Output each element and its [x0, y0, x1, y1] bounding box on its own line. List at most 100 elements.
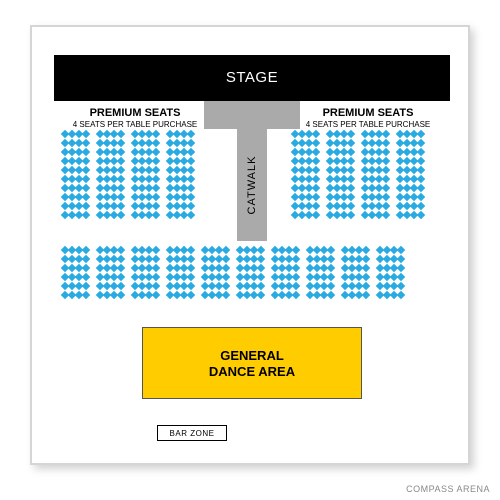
seat: [347, 184, 355, 192]
seat-group: [167, 185, 194, 191]
seat: [257, 282, 265, 290]
seat: [117, 193, 125, 201]
seat: [292, 255, 300, 263]
seat: [382, 148, 390, 156]
seat-group: [97, 292, 124, 298]
seat-group: [132, 247, 159, 253]
seat: [292, 246, 300, 254]
seat: [312, 211, 320, 219]
stage-block: STAGE: [54, 55, 450, 101]
seat: [347, 139, 355, 147]
seat-group: [272, 292, 299, 298]
seat-group: [62, 212, 89, 218]
seat: [327, 264, 335, 272]
premium-seats-right: [292, 131, 430, 221]
seat: [82, 255, 90, 263]
seat-group: [397, 140, 424, 146]
seat-group: [327, 203, 354, 209]
seat: [347, 166, 355, 174]
venue-name: COMPASS ARENA: [406, 484, 490, 494]
seat-group: [167, 194, 194, 200]
seat-group: [397, 131, 424, 137]
seat-group: [362, 203, 389, 209]
seat: [82, 184, 90, 192]
seat-group: [377, 292, 404, 298]
seat: [312, 202, 320, 210]
seat: [397, 246, 405, 254]
seat-group: [97, 167, 124, 173]
seat: [152, 175, 160, 183]
seat: [312, 130, 320, 138]
seat-row: [62, 283, 410, 289]
seat-group: [342, 247, 369, 253]
seat: [82, 166, 90, 174]
seat-group: [167, 176, 194, 182]
seat-group: [237, 265, 264, 271]
seat: [82, 282, 90, 290]
seat-group: [62, 167, 89, 173]
seat-row: [62, 149, 200, 155]
seat-group: [62, 149, 89, 155]
seat-row: [62, 131, 200, 137]
seat: [257, 255, 265, 263]
seat: [327, 273, 335, 281]
seat: [152, 264, 160, 272]
seat: [117, 255, 125, 263]
seat: [117, 157, 125, 165]
seat-group: [327, 185, 354, 191]
seat: [362, 273, 370, 281]
seat: [222, 282, 230, 290]
seat-group: [237, 274, 264, 280]
seat-row: [62, 292, 410, 298]
seat: [187, 184, 195, 192]
seat: [187, 264, 195, 272]
seat-group: [132, 265, 159, 271]
seat-group: [237, 247, 264, 253]
seat: [152, 184, 160, 192]
seat: [187, 193, 195, 201]
seat-row: [292, 167, 430, 173]
seat-group: [362, 212, 389, 218]
seat: [382, 193, 390, 201]
seat: [222, 291, 230, 299]
seat-group: [327, 149, 354, 155]
seat: [417, 157, 425, 165]
seat-group: [62, 292, 89, 298]
seat-row: [62, 256, 410, 262]
seat: [362, 246, 370, 254]
seat: [347, 211, 355, 219]
catwalk: CATWALK: [222, 101, 282, 241]
seat-group: [97, 265, 124, 271]
seat: [312, 184, 320, 192]
seat-group: [292, 203, 319, 209]
premium-seats-left: [62, 131, 200, 221]
seat: [82, 273, 90, 281]
seat-group: [132, 149, 159, 155]
seat-group: [397, 167, 424, 173]
seat: [187, 166, 195, 174]
seat-group: [167, 283, 194, 289]
seat-group: [62, 131, 89, 137]
seat-group: [167, 158, 194, 164]
seat: [82, 264, 90, 272]
seat-group: [272, 247, 299, 253]
seat: [187, 282, 195, 290]
seat-group: [167, 274, 194, 280]
seat: [152, 139, 160, 147]
seat-group: [272, 256, 299, 262]
seat-group: [377, 265, 404, 271]
seat: [417, 175, 425, 183]
seat-group: [167, 149, 194, 155]
seat: [152, 166, 160, 174]
seat: [82, 148, 90, 156]
seat: [347, 148, 355, 156]
seat-group: [237, 292, 264, 298]
seat-row: [62, 247, 410, 253]
seat-group: [397, 176, 424, 182]
seat: [117, 184, 125, 192]
seat-group: [132, 158, 159, 164]
seat: [82, 246, 90, 254]
seat: [347, 202, 355, 210]
seat-group: [327, 158, 354, 164]
seat: [417, 139, 425, 147]
